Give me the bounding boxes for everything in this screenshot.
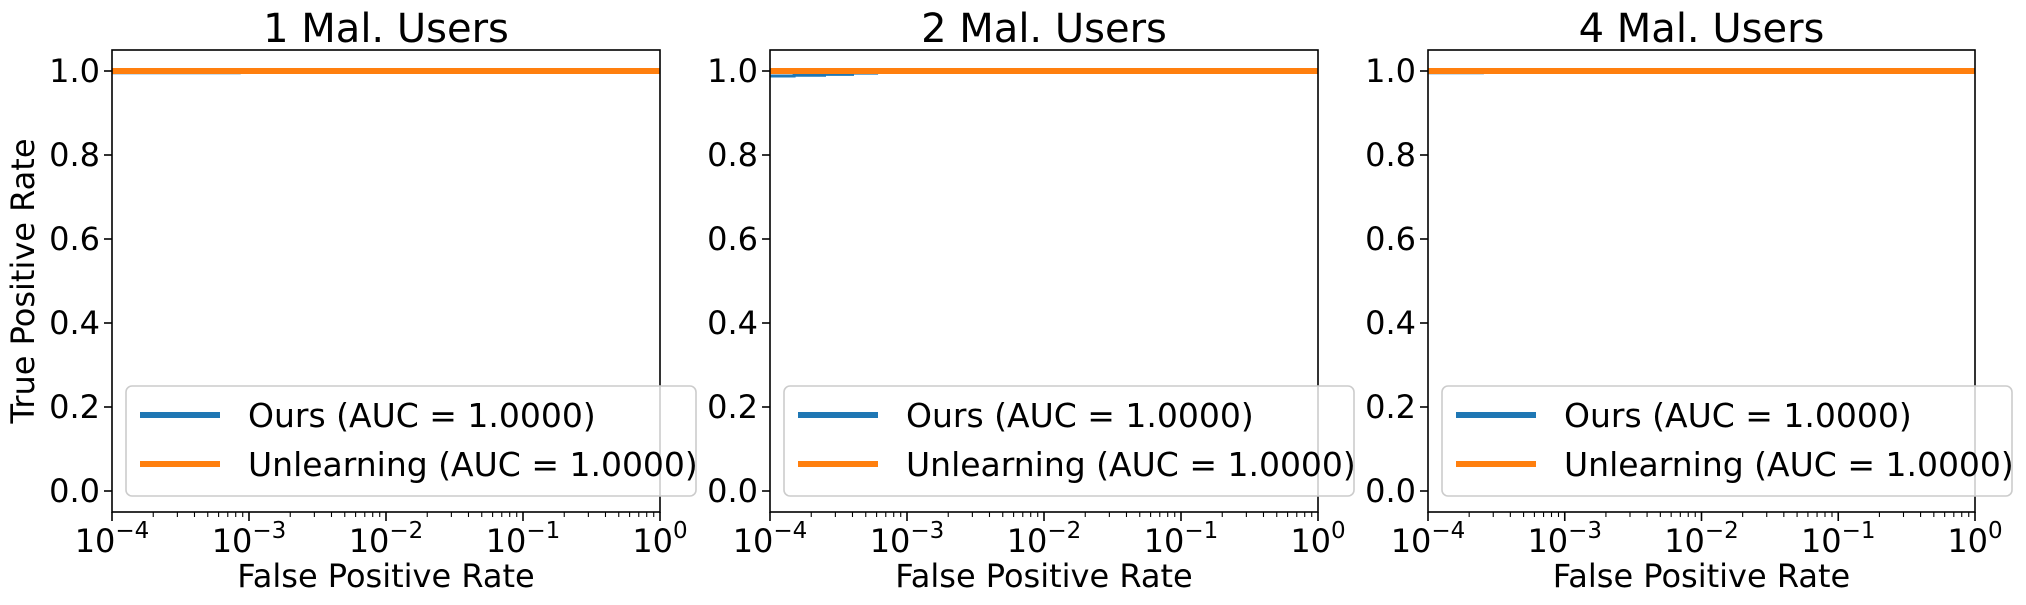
- y-tick-label: 0.4: [49, 304, 100, 342]
- y-tick-label: 0.6: [1365, 220, 1416, 258]
- y-tick-label: 0.2: [49, 388, 100, 426]
- legend: Ours (AUC = 1.0000) Unlearning (AUC = 1.0…: [783, 385, 1356, 497]
- legend: Ours (AUC = 1.0000) Unlearning (AUC = 1.0…: [1441, 385, 2014, 497]
- y-tick-label: 0.2: [1365, 388, 1416, 426]
- legend-label: Unlearning (AUC = 1.0000): [248, 445, 698, 484]
- x-tick-label: 10−3: [870, 518, 945, 560]
- plot-frame: [111, 49, 661, 513]
- plot-frame: [1427, 49, 1976, 513]
- plot-frame: [769, 49, 1319, 513]
- y-tick-label: 0.6: [49, 220, 100, 258]
- y-tick-label: 0.4: [707, 304, 758, 342]
- y-tick-label: 0.8: [707, 136, 758, 174]
- y-tick-label: 0.6: [707, 220, 758, 258]
- x-tick-label: 10−1: [1144, 518, 1219, 560]
- x-tick-label: 100: [1947, 518, 2002, 560]
- legend: Ours (AUC = 1.0000) Unlearning (AUC = 1.0…: [125, 385, 698, 497]
- subplot-1: 1 Mal. Users 0.0 0.2 0.4 0.6 0.8 1.0 10−4 10−3 10…: [4, 6, 698, 595]
- x-tick-label: 10−4: [733, 518, 808, 560]
- y-axis-label: True Positive Rate: [4, 138, 42, 424]
- legend-label: Unlearning (AUC = 1.0000): [906, 445, 1356, 484]
- chart-title: 4 Mal. Users: [1579, 6, 1825, 52]
- x-tick-label: 10−4: [1391, 518, 1466, 560]
- x-axis-label: False Positive Rate: [895, 557, 1192, 595]
- y-tick-label: 1.0: [1365, 52, 1416, 90]
- subplot-2: 2 Mal. Users 0.0 0.2 0.4 0.6 0.8 1.0 10−4 10−3 10…: [707, 6, 1356, 595]
- x-tick-label: 10−2: [1007, 518, 1082, 560]
- legend-frame: [783, 385, 1355, 497]
- chart-title: 1 Mal. Users: [263, 6, 509, 52]
- legend-label: Ours (AUC = 1.0000): [1564, 396, 1912, 435]
- legend-label: Unlearning (AUC = 1.0000): [1564, 445, 2014, 484]
- x-tick-label: 10−3: [212, 518, 287, 560]
- legend-frame: [125, 385, 697, 497]
- y-tick-label: 0.2: [707, 388, 758, 426]
- x-tick-label: 10−1: [486, 518, 561, 560]
- x-tick-label: 10−3: [1527, 518, 1602, 560]
- legend-label: Ours (AUC = 1.0000): [248, 396, 596, 435]
- y-tick-label: 0.0: [49, 472, 100, 510]
- legend-frame: [1441, 385, 2013, 497]
- legend-label: Ours (AUC = 1.0000): [906, 396, 1254, 435]
- x-tick-label: 10−2: [349, 518, 424, 560]
- y-tick-label: 0.0: [707, 472, 758, 510]
- x-tick-label: 100: [632, 518, 687, 560]
- x-axis-label: False Positive Rate: [1553, 557, 1850, 595]
- x-axis-label: False Positive Rate: [237, 557, 534, 595]
- x-tick-label: 10−4: [75, 518, 150, 560]
- x-tick-label: 10−2: [1664, 518, 1739, 560]
- y-tick-label: 1.0: [707, 52, 758, 90]
- y-tick-label: 0.4: [1365, 304, 1416, 342]
- y-tick-label: 0.8: [49, 136, 100, 174]
- x-tick-label: 10−1: [1801, 518, 1876, 560]
- y-tick-label: 1.0: [49, 52, 100, 90]
- x-tick-label: 100: [1290, 518, 1345, 560]
- chart-title: 2 Mal. Users: [921, 6, 1167, 52]
- y-tick-label: 0.8: [1365, 136, 1416, 174]
- y-tick-label: 0.0: [1365, 472, 1416, 510]
- subplot-3: 4 Mal. Users 0.0 0.2 0.4 0.6 0.8 1.0 10−4 10−3 10…: [1365, 6, 2014, 595]
